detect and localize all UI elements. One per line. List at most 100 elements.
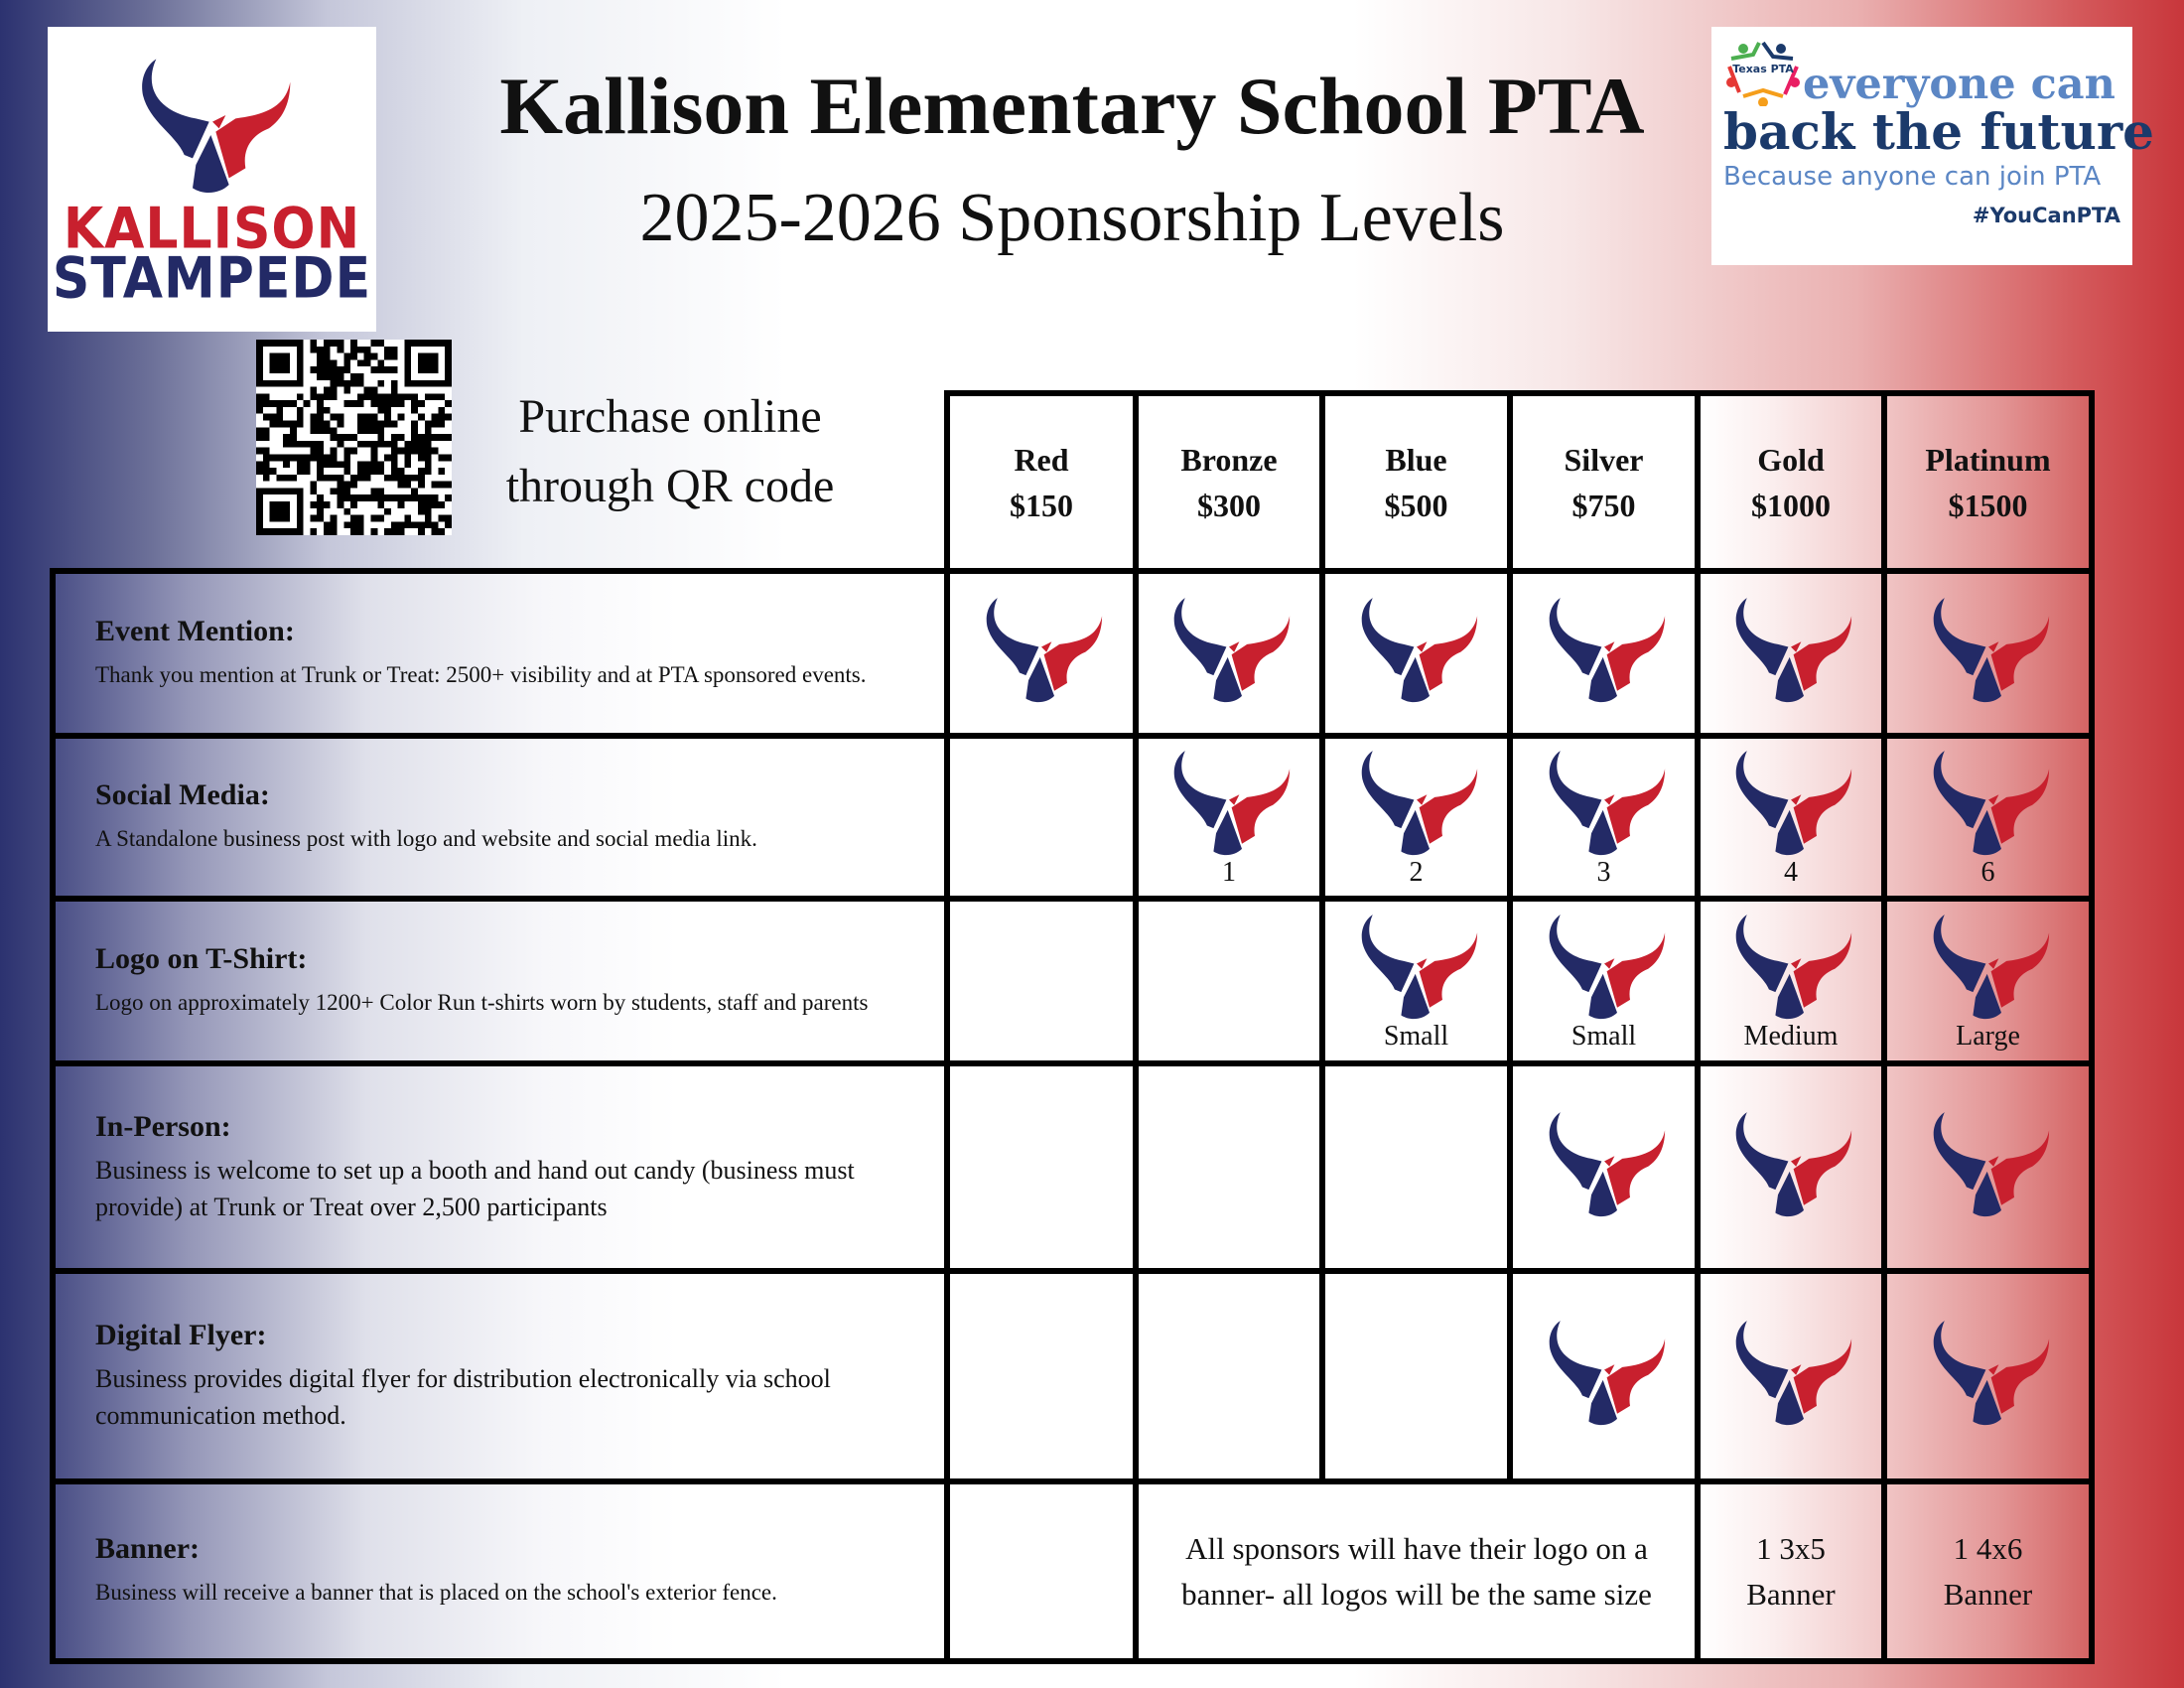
benefit-cell (1133, 1268, 1325, 1484)
sponsorship-table: Red $150 Bronze $300 Blue $500 Silver $7… (50, 390, 2095, 1664)
benefit-label: Event Mention: Thank you mention at Trun… (50, 568, 950, 739)
bull-logo-icon (1726, 595, 1855, 712)
benefit-label: Banner: Business will receive a banner t… (50, 1478, 950, 1664)
slogan-line3: Because anyone can join PTA (1723, 162, 2102, 192)
bull-icon (128, 56, 297, 205)
benefit-cell (1133, 896, 1325, 1066)
benefit-cell (1695, 1060, 1887, 1274)
benefit-caption: 2 (1409, 857, 1424, 888)
benefit-cell (1881, 1060, 2095, 1274)
bull-logo-icon (1924, 1109, 2053, 1226)
banner-platinum-label: Banner (1943, 1576, 2033, 1612)
tier-header-gold: Gold $1000 (1695, 390, 1887, 574)
tier-header-bronze: Bronze $300 (1133, 390, 1325, 574)
benefit-cell (944, 1478, 1139, 1664)
benefit-cell (944, 733, 1139, 902)
table-row: In-Person: Business is welcome to set up… (50, 1060, 2095, 1274)
banner-shared-note: All sponsors will have their logo on a b… (1133, 1478, 1701, 1664)
bull-logo-icon (1726, 1109, 1855, 1226)
benefit-label: Logo on T-Shirt: Logo on approximately 1… (50, 896, 950, 1066)
benefit-label: In-Person: Business is welcome to set up… (50, 1060, 950, 1274)
bull-logo-icon (977, 595, 1106, 712)
benefit-cell: Large (1881, 896, 2095, 1066)
bull-logo-icon (1352, 748, 1481, 865)
benefit-cell: 2 (1319, 733, 1513, 902)
benefit-description: Logo on approximately 1200+ Color Run t-… (95, 989, 869, 1015)
benefit-description: Business is welcome to set up a booth an… (95, 1155, 855, 1221)
benefit-cell (1319, 1060, 1513, 1274)
benefit-cell (1319, 568, 1513, 739)
bull-logo-icon (1164, 748, 1294, 865)
benefit-description: Business provides digital flyer for dist… (95, 1364, 831, 1430)
bull-logo-icon (1540, 1318, 1669, 1435)
benefit-cell (1133, 568, 1325, 739)
bull-logo-icon (1540, 748, 1669, 865)
benefit-cell: 6 (1881, 733, 2095, 902)
texas-pta-badge: Texas PTA (1732, 63, 1794, 75)
benefit-description: Thank you mention at Trunk or Treat: 250… (95, 661, 867, 687)
benefit-title: Social Media: (95, 777, 270, 811)
banner-gold-label: Banner (1746, 1576, 1836, 1612)
slogan-line1: everyone can (1803, 60, 2116, 109)
benefit-cell (1695, 1268, 1887, 1484)
benefit-title: Digital Flyer: (95, 1319, 267, 1351)
bull-logo-icon (1726, 748, 1855, 865)
benefit-caption: 6 (1980, 857, 1995, 888)
benefit-description: Business will receive a banner that is p… (95, 1580, 777, 1605)
tier-name: Platinum (1925, 441, 2051, 478)
benefit-caption: 3 (1596, 857, 1611, 888)
table-row: Event Mention: Thank you mention at Trun… (50, 568, 2095, 739)
banner-platinum-size: 1 4x6 (1953, 1530, 2023, 1566)
benefit-cell: 1 (1133, 733, 1325, 902)
bull-logo-icon (1924, 912, 2053, 1029)
page-title: Kallison Elementary School PTA (499, 61, 1645, 151)
benefit-title: Event Mention: (95, 614, 295, 647)
benefit-caption: Medium (1743, 1021, 1839, 1052)
benefit-cell (944, 1268, 1139, 1484)
benefit-cell (1507, 1060, 1701, 1274)
benefit-label: Social Media: A Standalone business post… (50, 733, 950, 902)
benefit-cell: Small (1507, 896, 1701, 1066)
tier-price: $1000 (1751, 487, 1831, 523)
benefit-title: In-Person: (95, 1109, 231, 1143)
header-blank (53, 393, 950, 574)
table-row: Social Media: A Standalone business post… (50, 733, 2095, 902)
page-subtitle: 2025-2026 Sponsorship Levels (639, 180, 1505, 256)
bull-logo-icon (1540, 912, 1669, 1029)
benefit-cell (1507, 1268, 1701, 1484)
banner-gold: 1 3x5 Banner (1695, 1478, 1887, 1664)
benefit-label: Digital Flyer: Business provides digital… (50, 1268, 950, 1484)
kallison-stampede-logo: KALLISON STAMPEDE (48, 27, 376, 332)
benefit-cell (1881, 1268, 2095, 1484)
benefit-cell (1881, 568, 2095, 739)
benefit-caption: Large (1956, 1021, 2020, 1052)
tier-price: $500 (1384, 487, 1448, 523)
pta-star-icon: Texas PTA (1726, 41, 1800, 106)
table-row: Logo on T-Shirt: Logo on approximately 1… (50, 896, 2095, 1066)
benefit-caption: 1 (1222, 857, 1236, 888)
bull-logo-icon (1164, 595, 1294, 712)
benefit-cell: Small (1319, 896, 1513, 1066)
bull-logo-icon (1540, 1109, 1669, 1226)
slogan-line2: back the future (1723, 102, 2154, 161)
banner-gold-size: 1 3x5 (1756, 1530, 1826, 1566)
tier-name: Gold (1757, 441, 1825, 478)
bull-logo-icon (1924, 595, 2053, 712)
tier-name: Red (1014, 441, 1069, 478)
banner-platinum: 1 4x6 Banner (1881, 1478, 2095, 1664)
benefit-caption: Small (1570, 1021, 1637, 1052)
tier-header-platinum: Platinum $1500 (1881, 390, 2095, 574)
benefit-cell: Medium (1695, 896, 1887, 1066)
logo-text-kallison: KALLISON (63, 196, 361, 262)
tier-header-silver: Silver $750 (1507, 390, 1701, 574)
benefit-cell (1507, 568, 1701, 739)
benefit-cell (1695, 568, 1887, 739)
tier-price: $300 (1197, 487, 1261, 523)
logo-text-stampede: STAMPEDE (52, 245, 372, 312)
tier-name: Bronze (1180, 441, 1278, 478)
bull-logo-icon (1726, 912, 1855, 1029)
bull-logo-icon (1352, 595, 1481, 712)
benefit-cell: 4 (1695, 733, 1887, 902)
bull-logo-icon (1352, 912, 1481, 1029)
tier-price: $1500 (1948, 487, 2028, 523)
